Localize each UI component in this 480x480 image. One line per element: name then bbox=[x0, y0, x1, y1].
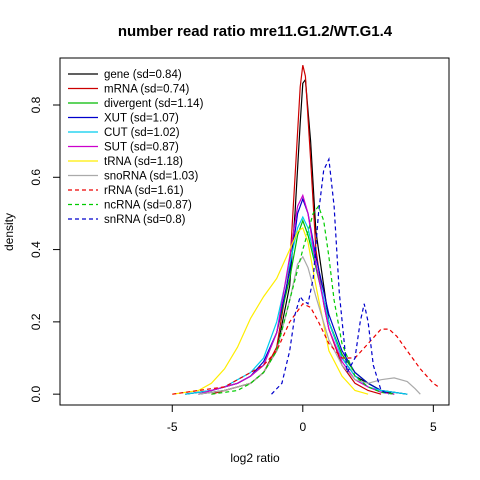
legend-label: tRNA (sd=1.18) bbox=[104, 156, 183, 168]
legend-label: snRNA (sd=0.8) bbox=[104, 214, 186, 226]
legend-label: divergent (sd=1.14) bbox=[104, 98, 204, 110]
legend-label: snoRNA (sd=1.03) bbox=[104, 171, 198, 183]
series-lines bbox=[172, 65, 439, 395]
y-tick-label: 0.6 bbox=[29, 169, 43, 186]
series-line-trna bbox=[172, 226, 369, 395]
y-tick-label: 0.4 bbox=[29, 241, 43, 258]
y-tick-label: 0.8 bbox=[29, 96, 43, 113]
y-tick-label: 0.2 bbox=[29, 313, 43, 330]
legend-label: ncRNA (sd=0.87) bbox=[104, 200, 192, 212]
x-tick-label: -5 bbox=[167, 420, 178, 434]
legend-label: rRNA (sd=1.61) bbox=[104, 185, 184, 197]
y-axis-label: density bbox=[2, 213, 16, 251]
legend-label: gene (sd=0.84) bbox=[104, 69, 182, 81]
series-line-rrna bbox=[172, 303, 439, 395]
series-line-snrna bbox=[271, 157, 390, 395]
series-line-snorna bbox=[198, 255, 421, 395]
y-axis: 0.0 0.2 0.4 0.6 0.8 bbox=[29, 96, 61, 403]
legend-label: SUT (sd=0.87) bbox=[104, 142, 179, 154]
x-axis: -5 0 5 bbox=[167, 404, 437, 434]
plot-frame bbox=[59, 57, 450, 406]
y-tick-label: 0.0 bbox=[29, 386, 43, 403]
legend-label: XUT (sd=1.07) bbox=[104, 113, 179, 125]
x-axis-label: log2 ratio bbox=[230, 451, 280, 465]
x-tick-label: 5 bbox=[430, 420, 437, 434]
x-tick-label: 0 bbox=[299, 420, 306, 434]
legend: gene (sd=0.84) mRNA (sd=0.74) divergent (s… bbox=[68, 69, 204, 226]
legend-label: mRNA (sd=0.74) bbox=[104, 84, 189, 96]
series-line-mrna bbox=[211, 65, 382, 395]
chart-title: number read ratio mre11.G1.2/WT.G1.4 bbox=[118, 23, 393, 40]
legend-label: CUT (sd=1.02) bbox=[104, 127, 180, 139]
series-line-xut bbox=[185, 197, 408, 395]
